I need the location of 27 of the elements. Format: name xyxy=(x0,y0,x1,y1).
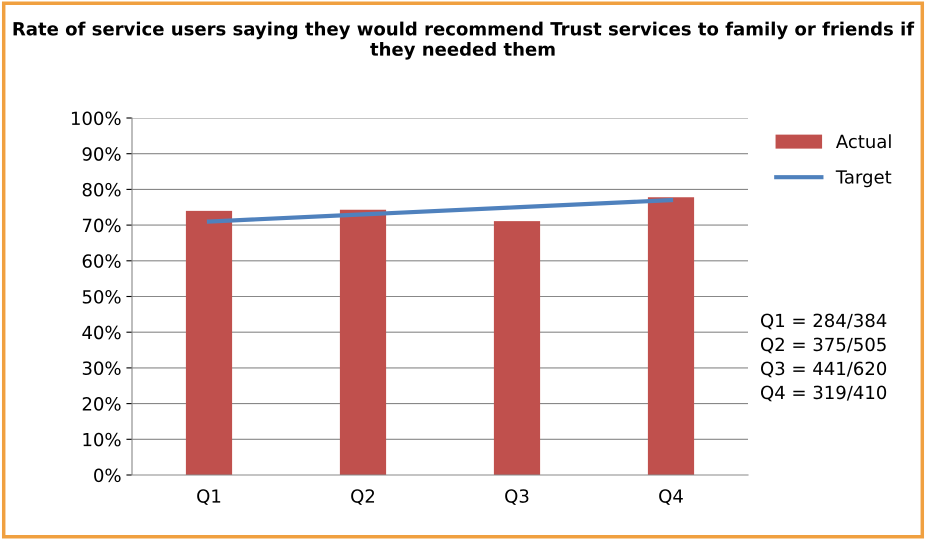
y-tick-label: 80% xyxy=(82,182,121,197)
line-series xyxy=(206,198,674,224)
y-tick-label: 0% xyxy=(94,468,121,482)
y-tick-label: 60% xyxy=(82,254,121,268)
text: Q2 = 375/505 xyxy=(761,338,886,354)
bar xyxy=(340,210,386,475)
text: Q1 = 284/384 xyxy=(761,314,886,330)
x-tick-label: Q1 xyxy=(197,489,220,505)
y-tick-label: 20% xyxy=(82,397,121,411)
x-tick-label: Q3 xyxy=(505,489,528,505)
legend-label: Target xyxy=(836,170,892,188)
y-tick-label: 40% xyxy=(82,326,121,340)
y-tick-label: 10% xyxy=(83,432,121,446)
x-tick-label: Q4 xyxy=(659,489,683,505)
y-tick-label: 30% xyxy=(82,361,121,376)
y-tick-label: 90% xyxy=(82,147,121,161)
bar xyxy=(494,221,540,475)
y-tick-label: 70% xyxy=(82,218,121,232)
text: Q3 = 441/620 xyxy=(761,362,886,378)
text: Q4 = 319/410 xyxy=(761,386,886,402)
y-tick-label: 100% xyxy=(72,111,121,126)
bar xyxy=(186,210,232,475)
y-tick-label: 50% xyxy=(82,290,121,304)
chart-title: Rate of service users saying they would recommend Trust services to family or friends if they needed them xyxy=(14,22,914,60)
legend-label: Actual xyxy=(836,134,891,148)
bar xyxy=(648,197,694,475)
x-tick-label: Q2 xyxy=(351,489,374,505)
